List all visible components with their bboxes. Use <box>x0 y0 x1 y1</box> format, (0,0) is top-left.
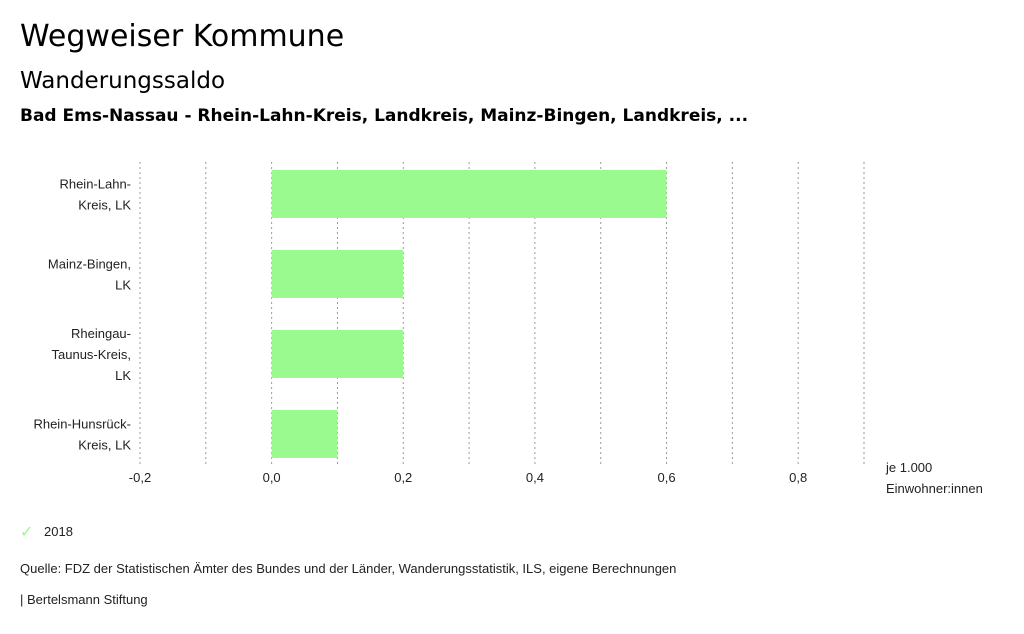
chart-title: Wegweiser Kommune <box>20 19 345 54</box>
tick-label: 0,0 <box>263 470 281 485</box>
bar[interactable] <box>271 170 667 218</box>
legend-label: 2018 <box>44 523 73 539</box>
unit-label: je 1.000 Einwohner:innen <box>885 460 983 496</box>
tick-label: 0,6 <box>658 470 676 485</box>
bar[interactable] <box>271 410 338 458</box>
category-label: Mainz-Bingen, LK <box>48 257 131 293</box>
bar[interactable] <box>271 250 404 298</box>
bar[interactable] <box>271 330 404 378</box>
category-label: Rhein-Lahn-Kreis, LK <box>59 177 131 213</box>
bar-chart: Rhein-Lahn-Kreis, LK Mainz-Bingen, LK Rhein… <box>33 162 983 496</box>
category-label: Rhein-Hunsrück-Kreis, LK <box>33 417 131 453</box>
tick-label: 0,4 <box>526 470 544 485</box>
legend[interactable]: ✓ 2018 <box>20 520 73 542</box>
tick-label: -0,2 <box>129 470 151 485</box>
tick-label: 0,2 <box>394 470 412 485</box>
chart-subtitle: Wanderungssaldo <box>20 68 226 94</box>
credit-note: | Bertelsmann Stiftung <box>20 592 148 607</box>
category-label: Rheingau-Taunus-Kreis, LK <box>52 326 132 383</box>
check-icon: ✓ <box>20 521 34 541</box>
region-label: Bad Ems-Nassau - Rhein-Lahn-Kreis, Landk… <box>20 106 749 126</box>
tick-label: 0,8 <box>789 470 807 485</box>
source-note: Quelle: FDZ der Statistischen Ämter des … <box>20 561 677 576</box>
